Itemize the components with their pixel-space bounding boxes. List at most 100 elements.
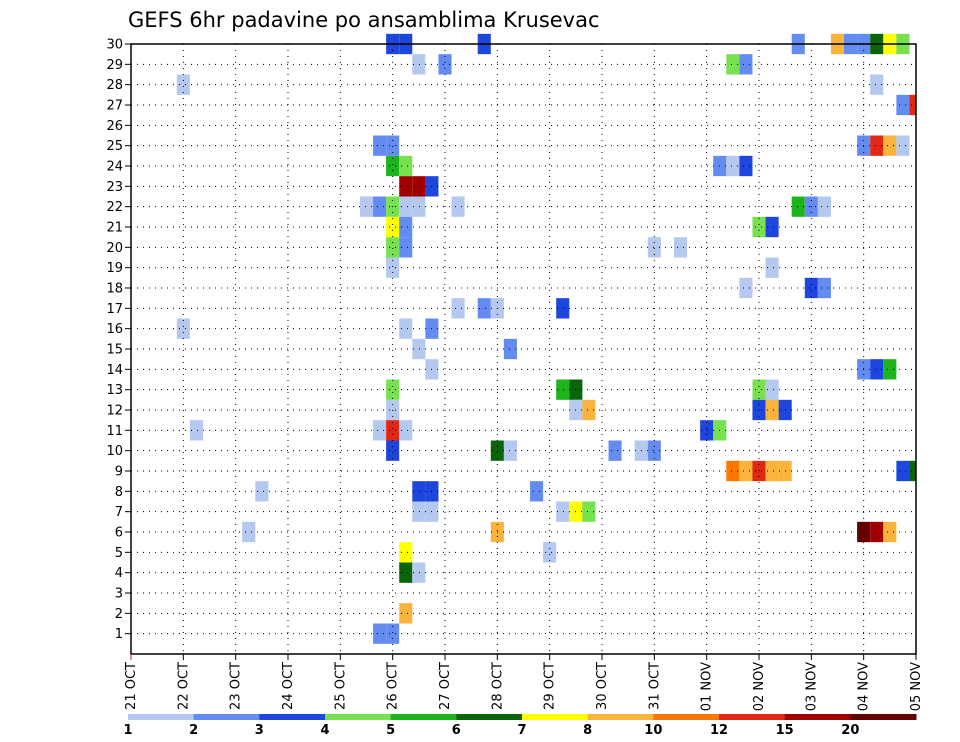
colorbar-swatch <box>719 714 786 720</box>
heatmap-cell <box>386 135 400 156</box>
heatmap-cell <box>804 277 818 299</box>
heatmap-cell <box>451 298 465 319</box>
heatmap-cell <box>582 399 596 421</box>
heatmap-cell <box>386 440 400 461</box>
heatmap-cell <box>399 216 413 238</box>
y-tick-label: 12 <box>106 404 123 419</box>
heatmap-cell <box>817 277 831 299</box>
heatmap-cell <box>752 399 766 421</box>
heatmap-cell <box>386 379 400 400</box>
x-tick-label: 01 NOV <box>700 662 715 711</box>
heatmap-cell <box>176 74 190 95</box>
heatmap-cell <box>765 460 779 482</box>
heatmap-cell <box>739 155 753 177</box>
colorbar-label: 2 <box>189 723 198 738</box>
x-tick-label: 05 NOV <box>909 662 924 711</box>
heatmap-cell <box>242 521 256 543</box>
colorbar-swatch <box>784 714 851 720</box>
x-tick-label: 31 OCT <box>647 662 662 710</box>
heatmap-cell <box>883 521 897 543</box>
heatmap-cell <box>647 237 661 258</box>
y-tick-label: 9 <box>115 465 123 480</box>
x-tick-label: 23 OCT <box>229 662 244 710</box>
chart-title: GEFS 6hr padavine po ansamblima Krusevac <box>128 8 600 32</box>
heatmap-cell <box>399 237 413 258</box>
heatmap-cell <box>556 298 570 319</box>
colorbar-label: 3 <box>255 723 264 738</box>
heatmap-cell <box>373 420 387 441</box>
heatmap-cell <box>399 155 413 177</box>
heatmap-cell <box>909 94 916 116</box>
y-tick-label: 23 <box>106 180 123 195</box>
heatmap-cell <box>700 420 714 441</box>
colorbar-swatch <box>259 714 326 720</box>
y-tick-label: 5 <box>115 546 123 561</box>
x-tick-label: 27 OCT <box>438 662 453 710</box>
heatmap-cell <box>399 196 413 217</box>
y-tick-label: 20 <box>106 241 123 256</box>
heatmap-cell <box>386 420 400 441</box>
heatmap-cell <box>752 216 766 238</box>
y-tick-label: 13 <box>106 383 123 398</box>
colorbar-label: 6 <box>452 723 461 738</box>
heatmap-cell <box>765 379 779 400</box>
heatmap-cell <box>386 216 400 238</box>
heatmap-cell <box>399 542 413 563</box>
heatmap-cell <box>791 196 805 217</box>
heatmap-cell <box>896 135 910 156</box>
heatmap-cell <box>176 318 190 339</box>
heatmap-cell <box>255 481 269 502</box>
x-tick-label: 04 NOV <box>857 662 872 711</box>
y-tick-label: 2 <box>115 607 123 622</box>
colorbar-swatch <box>522 714 589 720</box>
colorbar-swatch <box>587 714 654 720</box>
heatmap-cell <box>359 196 374 217</box>
heatmap-cell <box>752 379 766 400</box>
colorbar-swatch <box>456 714 523 720</box>
x-tick-label: 22 OCT <box>176 662 191 710</box>
heatmap-cell <box>386 237 400 258</box>
heatmap-cell <box>373 623 387 644</box>
colorbar-label: 7 <box>517 723 526 738</box>
y-tick-label: 6 <box>115 526 123 541</box>
heatmap-cell <box>189 420 203 441</box>
heatmap-cell <box>412 338 426 360</box>
heatmap-cell <box>543 542 557 563</box>
colorbar-swatch <box>390 714 457 720</box>
heatmap-cell <box>556 501 570 522</box>
colorbar-label: 4 <box>320 723 329 738</box>
heatmap-cell <box>399 176 413 197</box>
x-tick-label: 21 OCT <box>124 662 139 710</box>
plot-frame <box>130 43 917 655</box>
heatmap-cell <box>412 196 426 217</box>
y-tick-label: 14 <box>106 363 123 378</box>
heatmap-cell <box>909 460 916 482</box>
x-tick-label: 28 OCT <box>490 662 505 710</box>
heatmap-cell <box>386 399 400 421</box>
colorbar: 1 2 3 4 5 6 7 8 10 12 15 20 <box>123 714 917 738</box>
heatmap-cell <box>608 440 622 461</box>
heatmap-cell <box>386 155 400 177</box>
heatmap-cell <box>673 237 688 258</box>
y-tick-label: 29 <box>106 58 123 73</box>
y-tick-label: 18 <box>106 282 123 297</box>
colorbar-swatch <box>128 714 195 720</box>
y-tick-label: 11 <box>106 424 123 439</box>
heatmap-cell <box>883 135 897 156</box>
heatmap-cell <box>399 603 413 624</box>
y-tick-label: 28 <box>106 78 123 93</box>
y-tick-label: 25 <box>106 139 123 154</box>
heatmap-cell <box>412 562 426 583</box>
heatmap-cells <box>176 33 916 644</box>
heatmap-cell <box>373 135 387 156</box>
heatmap-cell <box>765 216 779 238</box>
heatmap-cell <box>399 562 413 583</box>
y-tick-label: 3 <box>115 587 123 602</box>
heatmap-cell <box>883 359 897 380</box>
heatmap-cell <box>765 399 779 421</box>
heatmap-cell <box>412 481 426 502</box>
heatmap-cell <box>726 155 740 177</box>
y-axis-ticks: 1234567891011121314151617181920212223242… <box>106 38 131 642</box>
colorbar-label: 12 <box>710 723 728 738</box>
